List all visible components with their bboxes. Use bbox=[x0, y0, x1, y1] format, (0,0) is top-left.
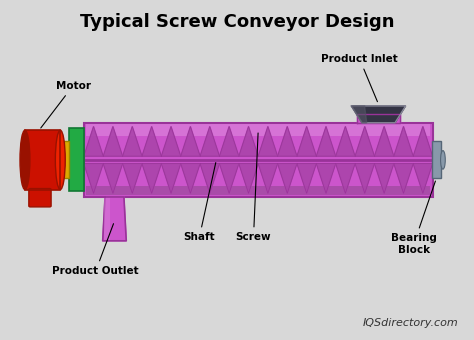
Ellipse shape bbox=[440, 151, 445, 169]
Text: Product Outlet: Product Outlet bbox=[52, 224, 139, 276]
Polygon shape bbox=[200, 164, 219, 193]
Polygon shape bbox=[181, 126, 200, 156]
Text: Typical Screw Conveyor Design: Typical Screw Conveyor Design bbox=[80, 13, 394, 31]
Polygon shape bbox=[258, 126, 278, 156]
Polygon shape bbox=[84, 126, 103, 156]
Polygon shape bbox=[142, 164, 161, 193]
Polygon shape bbox=[316, 126, 336, 156]
Polygon shape bbox=[219, 164, 239, 193]
Polygon shape bbox=[103, 164, 123, 193]
Polygon shape bbox=[413, 126, 433, 156]
Polygon shape bbox=[103, 126, 123, 156]
Text: Bearing
Block: Bearing Block bbox=[391, 181, 437, 255]
Bar bbox=[25, 130, 60, 190]
Polygon shape bbox=[394, 164, 413, 193]
Text: Motor: Motor bbox=[41, 81, 91, 128]
Polygon shape bbox=[239, 164, 258, 193]
Bar bbox=[86, 124, 430, 136]
Polygon shape bbox=[181, 164, 200, 193]
Polygon shape bbox=[374, 126, 394, 156]
Polygon shape bbox=[84, 164, 103, 193]
Polygon shape bbox=[297, 126, 316, 156]
Polygon shape bbox=[161, 164, 181, 193]
Polygon shape bbox=[200, 126, 219, 156]
Text: Product Inlet: Product Inlet bbox=[321, 54, 398, 102]
Polygon shape bbox=[351, 106, 367, 123]
Polygon shape bbox=[258, 164, 278, 193]
Bar bbox=[86, 186, 430, 195]
Polygon shape bbox=[297, 164, 316, 193]
Polygon shape bbox=[357, 114, 400, 123]
Polygon shape bbox=[103, 197, 126, 241]
Polygon shape bbox=[336, 126, 355, 156]
Polygon shape bbox=[355, 164, 374, 193]
Polygon shape bbox=[278, 126, 297, 156]
Polygon shape bbox=[351, 106, 406, 123]
Text: Shaft: Shaft bbox=[183, 163, 216, 242]
Text: IQSdirectory.com: IQSdirectory.com bbox=[363, 319, 458, 328]
Polygon shape bbox=[239, 126, 258, 156]
Text: Screw: Screw bbox=[236, 133, 271, 242]
Polygon shape bbox=[142, 126, 161, 156]
Polygon shape bbox=[394, 126, 413, 156]
FancyBboxPatch shape bbox=[29, 189, 51, 207]
Polygon shape bbox=[336, 164, 355, 193]
Polygon shape bbox=[161, 126, 181, 156]
Bar bbox=[60, 141, 69, 178]
Polygon shape bbox=[123, 126, 142, 156]
Polygon shape bbox=[219, 126, 239, 156]
Polygon shape bbox=[374, 164, 394, 193]
Polygon shape bbox=[316, 164, 336, 193]
Bar bbox=[84, 123, 433, 197]
Polygon shape bbox=[413, 164, 433, 193]
Bar bbox=[25, 130, 60, 190]
Bar bbox=[104, 198, 109, 240]
Polygon shape bbox=[278, 164, 297, 193]
Polygon shape bbox=[123, 164, 142, 193]
Bar bbox=[432, 141, 440, 178]
Polygon shape bbox=[355, 126, 374, 156]
FancyBboxPatch shape bbox=[69, 129, 84, 191]
Ellipse shape bbox=[55, 130, 65, 190]
Ellipse shape bbox=[20, 130, 30, 190]
